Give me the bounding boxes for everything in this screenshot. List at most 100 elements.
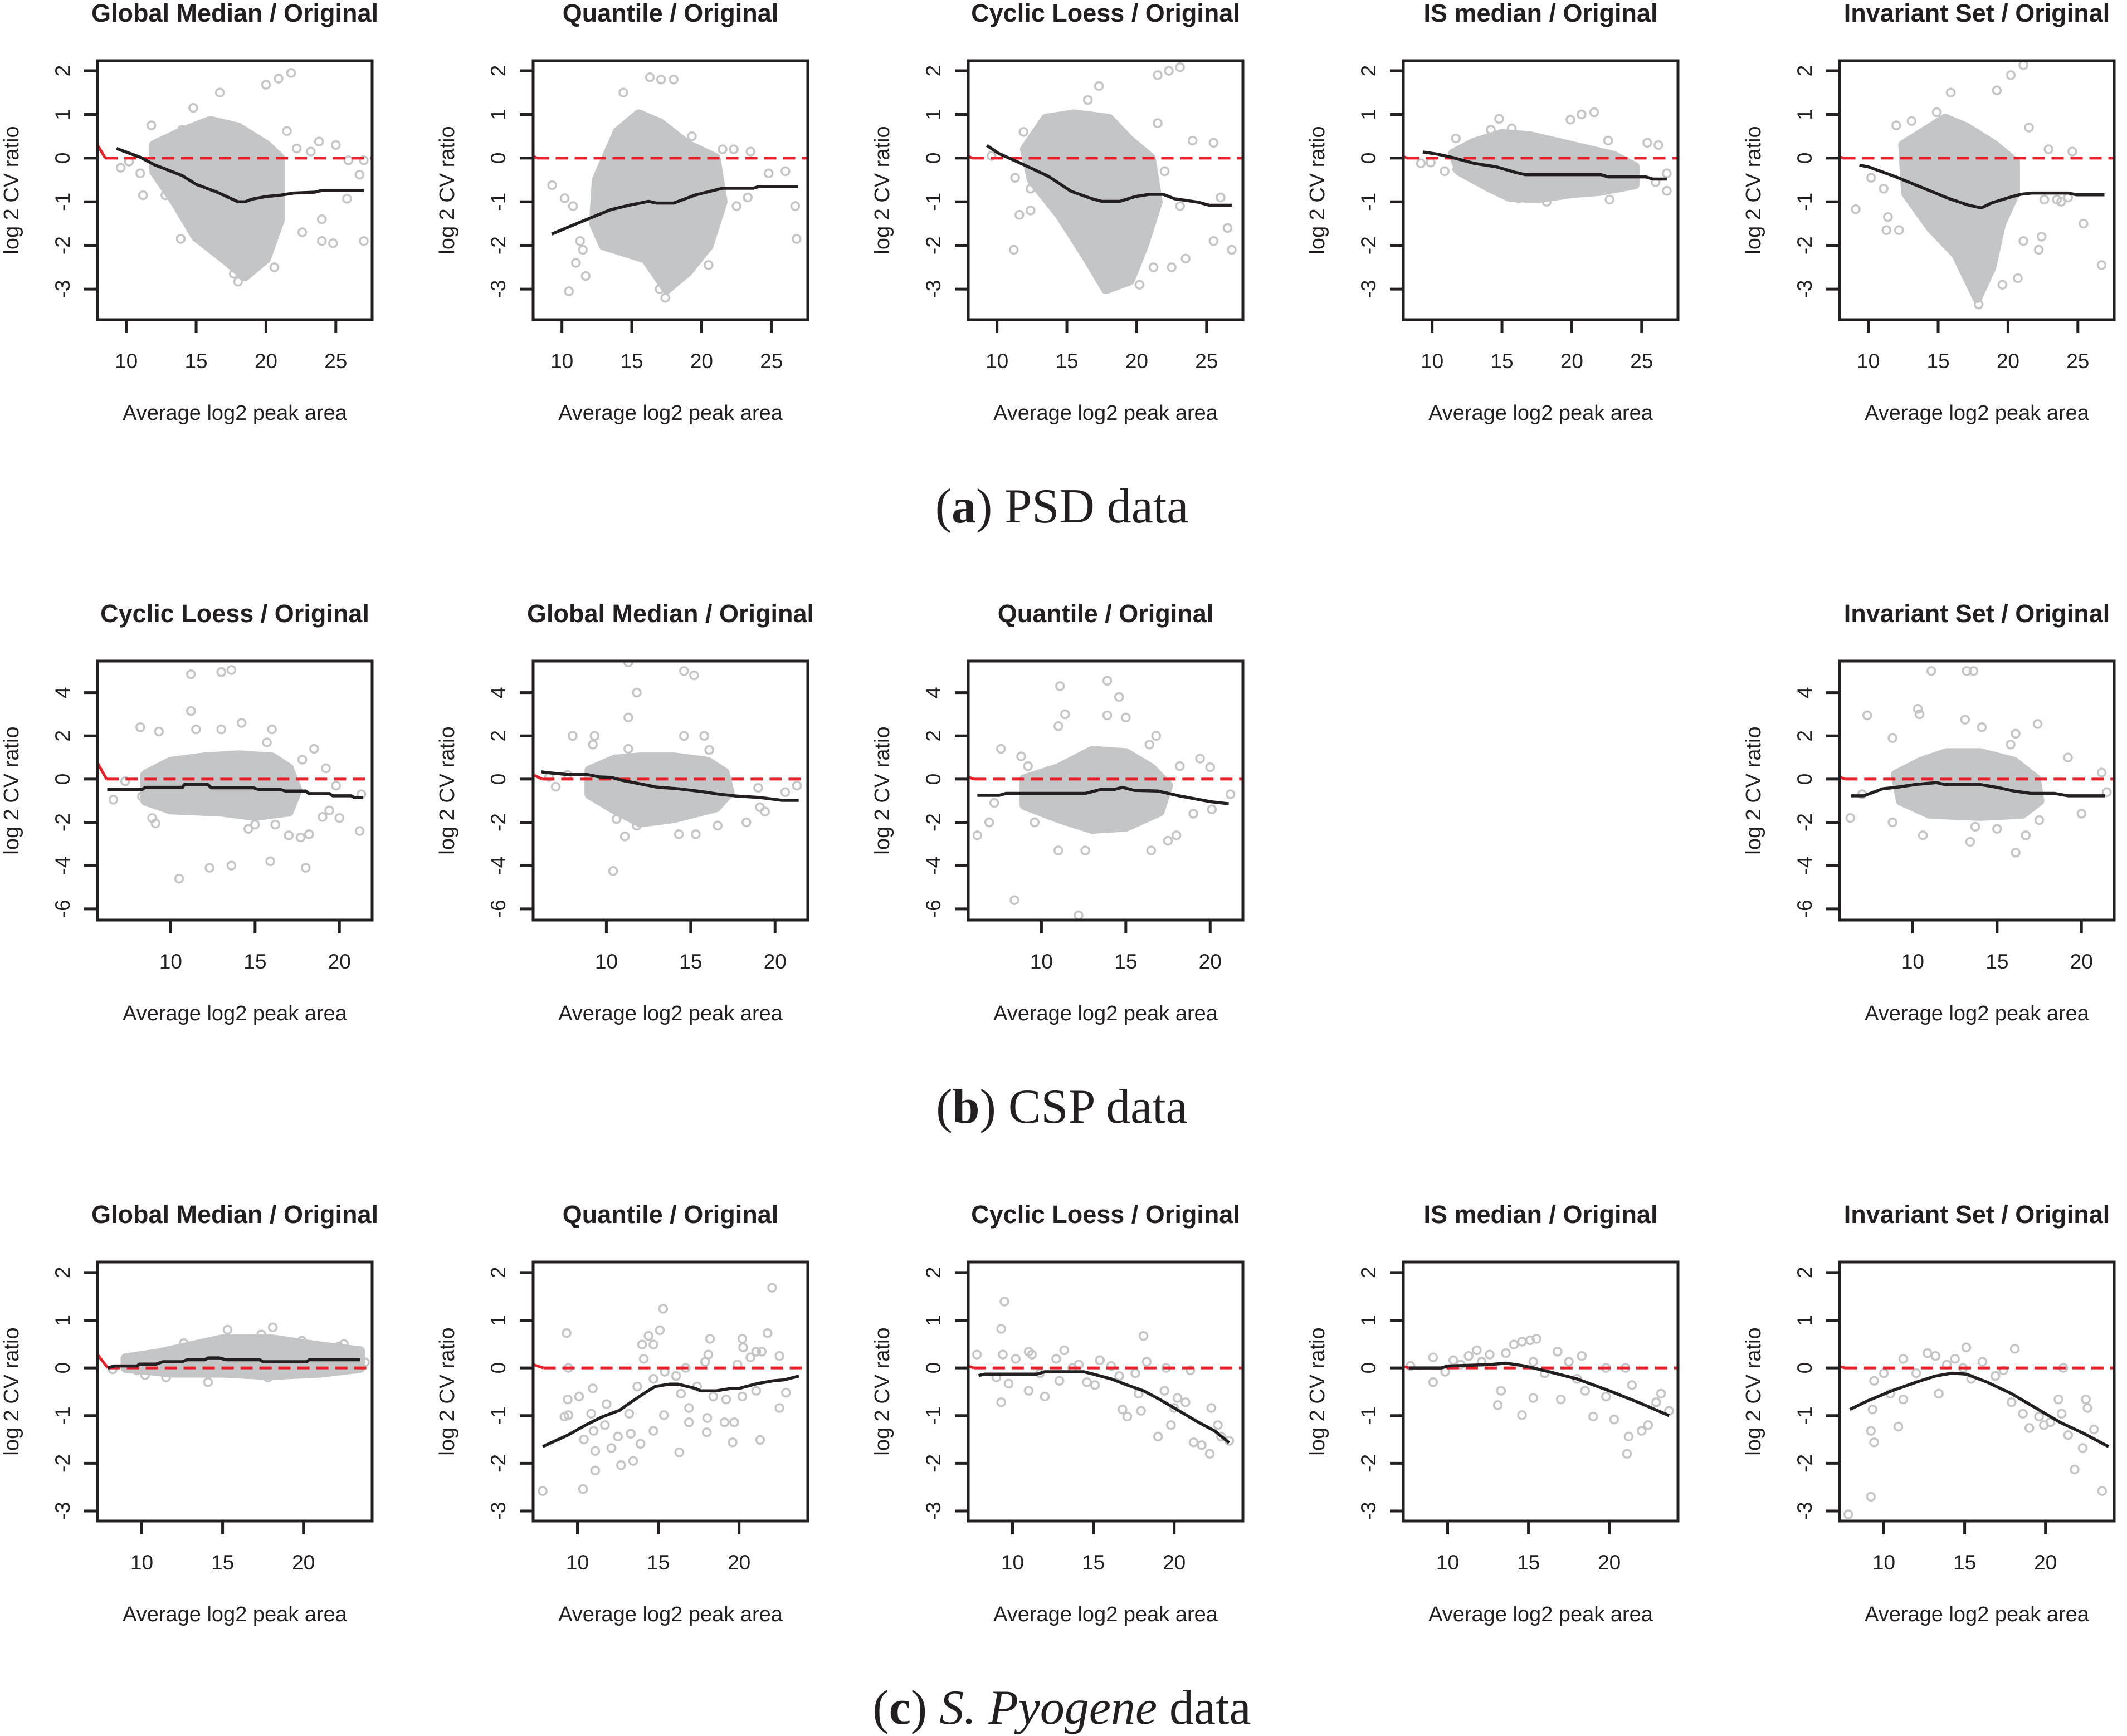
y-tick-label: -3 (1793, 280, 1816, 299)
data-point (1164, 66, 1174, 76)
data-point (578, 244, 588, 255)
y-axis-label: log 2 CV ratio (871, 126, 894, 254)
data-point (1506, 123, 1517, 134)
y-axis-label: log 2 CV ratio (1306, 1327, 1329, 1455)
data-point (1023, 761, 1033, 771)
y-tick-label: -2 (922, 1454, 945, 1473)
data-point (321, 763, 331, 774)
loess-curve (978, 1370, 1231, 1444)
data-point (2101, 787, 2112, 797)
y-tick-label: 0 (922, 774, 945, 785)
data-point (689, 670, 699, 681)
data-point (354, 826, 365, 836)
data-point (1008, 244, 1019, 255)
data-point (655, 284, 665, 294)
data-point (2032, 719, 2043, 729)
data-point (1174, 761, 1185, 771)
data-point (684, 1403, 694, 1413)
data-point (547, 180, 557, 190)
y-axis-label: log 2 CV ratio (1742, 126, 1765, 254)
caption-b-text: CSP data (996, 1080, 1188, 1134)
data-point (1906, 116, 1917, 126)
data-point (1074, 910, 1084, 920)
data-point (1130, 1368, 1140, 1378)
data-point (1428, 1377, 1438, 1387)
data-point (1440, 166, 1450, 177)
y-tick-label: 2 (1793, 1267, 1816, 1279)
y-tick-label: -1 (487, 193, 510, 211)
x-tick-label: 10 (1436, 1551, 1459, 1574)
panel-a-4: -3 -2 -1 0 1 2 10 15 20 25 IS median / Original Ave… (1306, 0, 1680, 425)
data-point (568, 731, 578, 741)
data-point (1205, 762, 1216, 772)
y-tick-label: 0 (1793, 153, 1816, 164)
x-tick-label: 15 (620, 350, 643, 373)
y-tick-label: -4 (922, 857, 945, 875)
data-point (1136, 1406, 1146, 1416)
data-point (755, 802, 765, 813)
data-point (154, 726, 164, 737)
data-point (708, 221, 718, 231)
data-point (559, 193, 570, 203)
data-point (318, 812, 328, 822)
panel-b-3: -6 -4 -2 0 2 4 10 15 20 Quantile / Original Averag… (871, 599, 1245, 1025)
data-point (115, 163, 126, 173)
y-axis-label: log 2 CV ratio (436, 126, 459, 254)
x-tick-label: 10 (595, 950, 618, 973)
data-point (755, 1435, 765, 1445)
data-point (300, 1340, 310, 1350)
caption-b-label: b (953, 1080, 980, 1134)
data-point (1197, 1440, 1207, 1450)
data-point (972, 1349, 982, 1360)
x-tick-label: 15 (1490, 350, 1513, 373)
data-point (339, 1339, 349, 1349)
y-tick-label: -4 (487, 857, 510, 875)
data-point (1627, 1380, 1637, 1390)
data-point (226, 860, 237, 871)
data-point (295, 832, 306, 843)
y-tick-label: 4 (922, 687, 945, 698)
data-point (570, 258, 581, 268)
panel-title: IS median / Original (1423, 0, 1657, 27)
data-point (2076, 809, 2087, 819)
data-point (1207, 804, 1217, 815)
x-axis-label: Average log2 peak area (993, 1002, 1218, 1025)
y-tick-label: -1 (1793, 1406, 1816, 1425)
data-point (586, 1409, 596, 1419)
y-tick-label: 2 (1793, 65, 1816, 77)
data-point (1990, 1371, 2001, 1381)
data-point (1494, 114, 1504, 124)
data-point (243, 824, 253, 834)
data-point (606, 1443, 617, 1453)
data-point (1114, 1371, 1124, 1381)
data-point (623, 744, 633, 754)
data-point (1662, 168, 1672, 179)
y-tick-label: 2 (922, 65, 945, 77)
data-point (1485, 1349, 1495, 1360)
data-point (691, 829, 701, 839)
data-point (263, 1372, 273, 1382)
data-point (1913, 704, 1923, 714)
y-axis-label: log 2 CV ratio (0, 726, 23, 854)
x-tick-label: 10 (550, 350, 573, 373)
data-point (1416, 158, 1426, 169)
x-tick-label: 10 (1857, 350, 1880, 373)
data-point (604, 798, 615, 808)
data-point (300, 863, 311, 873)
x-axis-label: Average log2 peak area (123, 1002, 348, 1025)
data-point (679, 666, 689, 676)
data-point (626, 1429, 636, 1439)
y-tick-label: -4 (51, 857, 74, 875)
reference-line-start (533, 1363, 544, 1370)
plot-area (968, 676, 1243, 920)
data-point (316, 236, 327, 246)
panel-title: Cyclic Loess / Original (971, 0, 1240, 27)
dense-point-cloud (584, 752, 735, 828)
data-point (2082, 1403, 2092, 1413)
data-point (1167, 262, 1177, 272)
x-tick-label: 10 (1030, 950, 1053, 973)
data-point (1148, 262, 1159, 272)
data-point (2056, 1409, 2067, 1419)
panel-b-2: -6 -4 -2 0 2 4 10 15 20 Global Median / Original A… (436, 599, 814, 1025)
